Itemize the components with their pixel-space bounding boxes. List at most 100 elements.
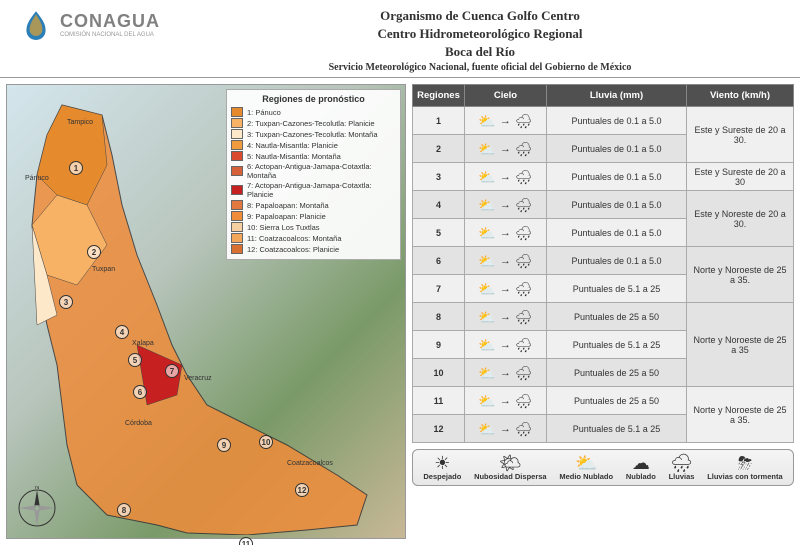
weather-icon: ⛈ bbox=[738, 454, 752, 472]
weather-icon: 🌧 bbox=[670, 454, 693, 472]
cell-viento: Norte y Noroeste de 25 a 35 bbox=[687, 303, 794, 387]
weather-to-icon: 🌧 bbox=[515, 282, 533, 296]
weather-to-icon: 🌧 bbox=[515, 422, 533, 436]
cell-cielo: ⛅→🌧 bbox=[465, 191, 547, 219]
legend-item: 7: Actopan-Antigua-Jamapa-Cotaxtla: Plan… bbox=[231, 181, 396, 199]
cell-cielo: ⛅ → 🌧 bbox=[465, 387, 547, 415]
cell-cielo: ⛅→🌧 bbox=[465, 415, 547, 443]
legend-label: 5: Nautla-Misantla: Montaña bbox=[247, 152, 341, 161]
icon-legend-label: Lluvias con tormenta bbox=[707, 473, 782, 481]
weather-to-icon: 🌧 bbox=[515, 338, 533, 352]
weather-from-icon: ⛅ bbox=[478, 254, 495, 268]
weather-from-icon: ⛅ bbox=[478, 282, 495, 296]
weather-icon: 🌤 bbox=[499, 454, 522, 472]
icon-legend-item: ☁Nublado bbox=[626, 454, 656, 481]
legend-item: 5: Nautla-Misantla: Montaña bbox=[231, 151, 396, 161]
weather-from-icon: ⛅ bbox=[478, 226, 495, 240]
cell-region: 8 bbox=[413, 303, 465, 331]
legend-swatch bbox=[231, 185, 243, 195]
cell-viento: Este y Noreste de 20 a 30. bbox=[687, 191, 794, 247]
table-row: 11⛅→🌧Puntuales de 25 a 50Norte y Noroest… bbox=[413, 387, 794, 415]
weather-icon: ⛅ bbox=[575, 454, 597, 472]
legend-item: 3: Tuxpan-Cazones-Tecolutla: Montaña bbox=[231, 129, 396, 139]
cell-region: 12 bbox=[413, 415, 465, 443]
weather-to-icon: 🌧 bbox=[515, 310, 533, 324]
header: CONAGUA COMISIÓN NACIONAL DEL AGUA Organ… bbox=[0, 0, 800, 78]
cell-viento: Este y Sureste de 20 a 30. bbox=[687, 107, 794, 163]
cell-viento: Norte y Noroeste de 25 a 35. bbox=[687, 387, 794, 443]
table-row: 3⛅→🌧Puntuales de 0.1 a 5.0Este y Sureste… bbox=[413, 163, 794, 191]
legend-item: 8: Papaloapan: Montaña bbox=[231, 200, 396, 210]
legend-label: 1: Pánuco bbox=[247, 108, 281, 117]
legend-swatch bbox=[231, 140, 243, 150]
icon-legend-label: Medio Nublado bbox=[559, 473, 613, 481]
cell-region: 4 bbox=[413, 191, 465, 219]
cell-lluvia: Puntuales de 5.1 a 25 bbox=[547, 275, 687, 303]
place-label: Córdoba bbox=[125, 420, 152, 427]
weather-from-icon: ⛅ bbox=[478, 394, 495, 408]
table-row: 8⛅→🌧Puntuales de 25 a 50Norte y Noroeste… bbox=[413, 303, 794, 331]
weather-from-icon: ⛅ bbox=[478, 142, 495, 156]
icon-legend-item: 🌤Nubosidad Dispersa bbox=[474, 454, 547, 481]
subtitle: Servicio Meteorológico Nacional, fuente … bbox=[180, 62, 780, 73]
cell-region: 2 bbox=[413, 135, 465, 163]
place-label: Coatzacoalcos bbox=[287, 460, 333, 467]
cell-cielo: ⛅→🌧 bbox=[465, 135, 547, 163]
forecast-table: Regiones Cielo Lluvia (mm) Viento (km/h)… bbox=[412, 84, 794, 443]
legend-label: 6: Actopan-Antigua-Jamapa-Cotaxtla: Mont… bbox=[247, 162, 396, 180]
icon-legend-item: ⛈Lluvias con tormenta bbox=[707, 454, 782, 481]
conagua-logo-icon bbox=[20, 8, 52, 40]
cell-region: 1 bbox=[413, 107, 465, 135]
legend-item: 6: Actopan-Antigua-Jamapa-Cotaxtla: Mont… bbox=[231, 162, 396, 180]
cell-viento: Este y Sureste de 20 a 30 bbox=[687, 163, 794, 191]
weather-to-icon: 🌧 bbox=[515, 394, 533, 408]
cell-region: 11 bbox=[413, 387, 465, 415]
legend-label: 2: Tuxpan-Cazones-Tecolutla: Planicie bbox=[247, 119, 375, 128]
org-name: CONAGUA bbox=[60, 11, 160, 32]
arrow-icon: → bbox=[500, 339, 511, 351]
weather-from-icon: ⛅ bbox=[478, 114, 495, 128]
weather-from-icon: ⛅ bbox=[478, 170, 495, 184]
legend-swatch bbox=[231, 107, 243, 117]
legend-label: 9: Papaloapan: Planicie bbox=[247, 212, 326, 221]
arrow-icon: → bbox=[500, 395, 511, 407]
cell-lluvia: Puntuales de 0.1 a 5.0 bbox=[547, 191, 687, 219]
legend-swatch bbox=[231, 129, 243, 139]
cell-cielo: ⛅→🌧 bbox=[465, 247, 547, 275]
cell-viento: Norte y Noroeste de 25 a 35. bbox=[687, 247, 794, 303]
legend-swatch bbox=[231, 244, 243, 254]
cell-cielo: ⛅→🌧 bbox=[465, 107, 547, 135]
legend-swatch bbox=[231, 118, 243, 128]
region-marker: 3 bbox=[59, 295, 73, 309]
cell-lluvia: Puntuales de 25 a 50 bbox=[547, 303, 687, 331]
arrow-icon: → bbox=[500, 367, 511, 379]
cell-region: 9 bbox=[413, 331, 465, 359]
arrow-icon: → bbox=[500, 311, 511, 323]
arrow-icon: → bbox=[500, 227, 511, 239]
legend-swatch bbox=[231, 233, 243, 243]
region-marker: 9 bbox=[217, 438, 231, 452]
region-marker: 7 bbox=[165, 364, 179, 378]
title-line-2: Centro Hidrometeorológico Regional bbox=[180, 26, 780, 42]
arrow-icon: → bbox=[500, 255, 511, 267]
cell-cielo: ⛅→🌧 bbox=[465, 303, 547, 331]
title-block: Organismo de Cuenca Golfo Centro Centro … bbox=[180, 8, 780, 73]
weather-from-icon: ⛅ bbox=[478, 366, 495, 380]
weather-to-icon: 🌧 bbox=[515, 142, 533, 156]
icon-legend-label: Lluvias bbox=[669, 473, 695, 481]
table-row: 1⛅→🌧Puntuales de 0.1 a 5.0Este y Sureste… bbox=[413, 107, 794, 135]
icon-legend-item: ⛅Medio Nublado bbox=[559, 454, 613, 481]
weather-from-icon: ⛅ bbox=[478, 198, 495, 212]
region-marker: 11 bbox=[239, 537, 253, 545]
place-label: Pánuco bbox=[25, 175, 49, 182]
weather-from-icon: ⛅ bbox=[478, 338, 495, 352]
cell-lluvia: Puntuales de 5.1 a 25 bbox=[547, 331, 687, 359]
icon-legend-item: ☀Despejado bbox=[423, 454, 461, 481]
cell-lluvia: Puntuales de 0.1 a 5.0 bbox=[547, 163, 687, 191]
region-marker: 4 bbox=[115, 325, 129, 339]
weather-icon: ☁ bbox=[632, 454, 650, 472]
arrow-icon: → bbox=[500, 171, 511, 183]
legend-label: 10: Sierra Los Tuxtlas bbox=[247, 223, 320, 232]
legend-label: 8: Papaloapan: Montaña bbox=[247, 201, 329, 210]
table-panel: Regiones Cielo Lluvia (mm) Viento (km/h)… bbox=[412, 84, 794, 539]
